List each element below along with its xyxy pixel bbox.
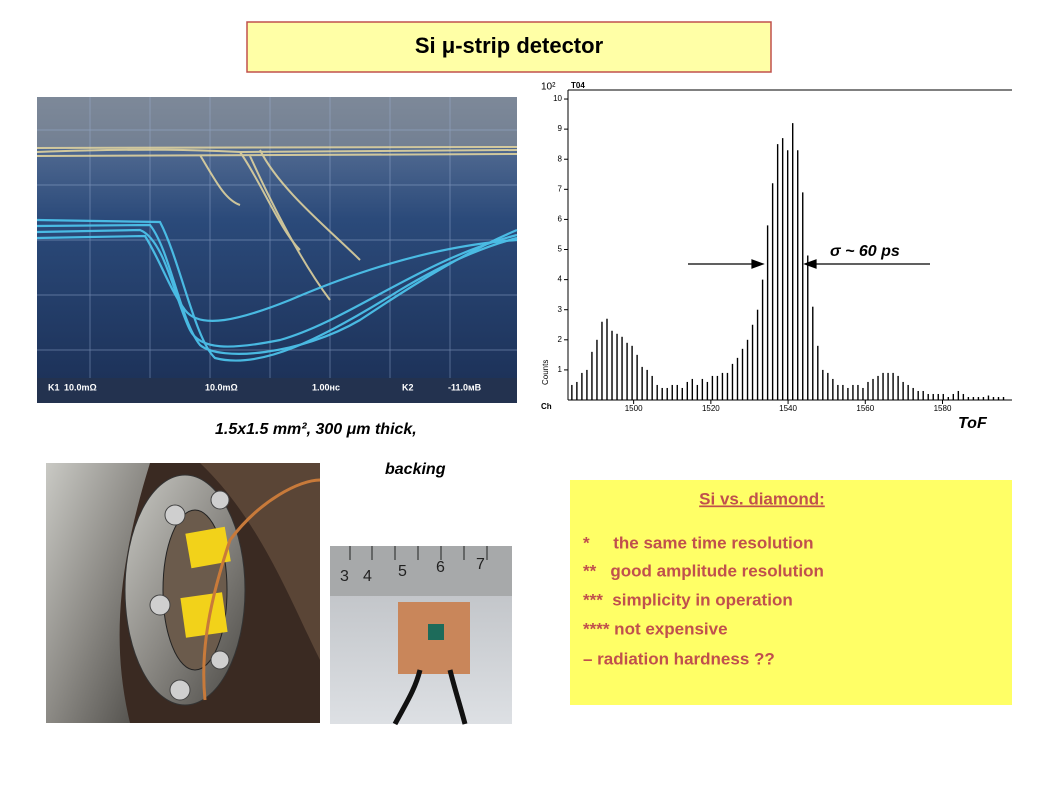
scope-label: 1.00нс bbox=[312, 382, 340, 392]
y-tick-label: 1 bbox=[558, 365, 563, 374]
y-tick-label: 9 bbox=[558, 124, 563, 133]
scope-photo bbox=[36, 97, 518, 403]
y-tick-label: 7 bbox=[558, 184, 563, 193]
y-scale-label: 10² bbox=[541, 82, 556, 93]
x-tick-label: 1520 bbox=[702, 404, 720, 413]
ruler-number: 6 bbox=[436, 559, 445, 576]
tof-label: ToF bbox=[958, 415, 988, 432]
y-tick-label: 4 bbox=[558, 275, 563, 284]
y-tick-label: 2 bbox=[558, 335, 563, 344]
ruler-number: 5 bbox=[398, 563, 407, 580]
x-axis-label: Ch bbox=[541, 402, 552, 411]
x-tick-label: 1580 bbox=[934, 404, 952, 413]
scope-label: 10.0mΩ bbox=[64, 382, 97, 392]
y-axis-label: Counts bbox=[541, 360, 550, 385]
sensor-photo bbox=[330, 546, 512, 726]
comparison-box bbox=[570, 480, 1012, 705]
y-tick-label: 3 bbox=[558, 305, 563, 314]
x-tick-label: 1500 bbox=[625, 404, 643, 413]
histogram-label: T04 bbox=[571, 81, 585, 90]
y-tick-label: 10 bbox=[553, 94, 562, 103]
mount-photo bbox=[46, 463, 321, 723]
comparison-item: **** not expensive bbox=[583, 619, 728, 638]
ruler-number: 3 bbox=[340, 568, 349, 585]
title-box bbox=[246, 21, 772, 73]
x-tick-label: 1560 bbox=[856, 404, 874, 413]
histogram bbox=[567, 89, 1012, 401]
comparison-item: ** good amplitude resolution bbox=[583, 561, 824, 580]
scope-label: -11.0мВ bbox=[448, 382, 482, 392]
caption-line: 1.5x1.5 mm², 300 μm thick, bbox=[215, 421, 417, 438]
x-tick-label: 1540 bbox=[779, 404, 797, 413]
y-tick-label: 8 bbox=[558, 154, 563, 163]
caption-line: backing bbox=[385, 461, 446, 478]
comparison-item: *** simplicity in operation bbox=[583, 590, 793, 609]
sigma-annotation: σ ~ 60 ps bbox=[830, 243, 900, 260]
scope-label: K2 bbox=[402, 382, 414, 392]
y-tick-label: 5 bbox=[558, 245, 563, 254]
scope-label: 10.0mΩ bbox=[205, 382, 238, 392]
title: Si μ-strip detector bbox=[415, 33, 604, 58]
comparison-item: – radiation hardness ?? bbox=[583, 649, 775, 668]
ruler-number: 4 bbox=[363, 568, 372, 585]
comparison-heading: Si vs. diamond: bbox=[699, 489, 825, 508]
ruler-number: 7 bbox=[476, 556, 485, 573]
comparison-item: * the same time resolution bbox=[583, 533, 814, 552]
scope-label: K1 bbox=[48, 382, 60, 392]
y-tick-label: 6 bbox=[558, 215, 563, 224]
width-arrows bbox=[688, 259, 930, 269]
